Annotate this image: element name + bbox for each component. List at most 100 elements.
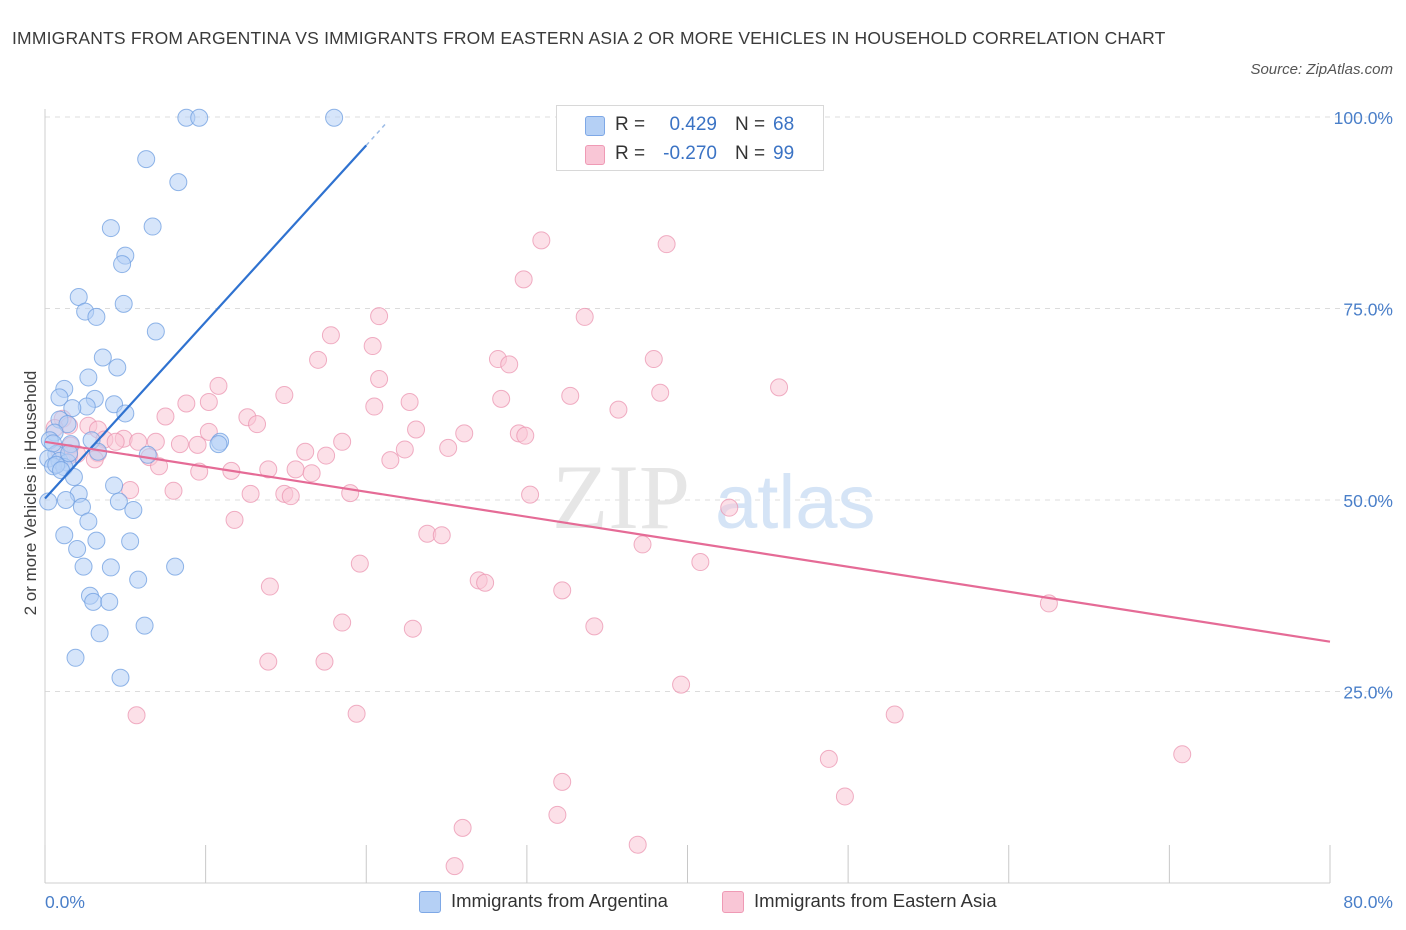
point-argentina [113,255,132,274]
stats-swatch-eastern-asia [585,145,605,165]
point-argentina [105,476,124,495]
point-eastern-asia [106,432,125,451]
point-eastern-asia [146,432,165,451]
chart-title: IMMIGRANTS FROM ARGENTINA VS IMMIGRANTS … [12,28,1166,48]
source-label: Source: ZipAtlas.com [1250,61,1393,78]
series-argentina-points [39,108,344,687]
point-argentina [143,217,162,236]
point-argentina [93,348,112,367]
point-argentina [108,358,127,377]
point-eastern-asia [241,484,260,503]
stats-swatch-argentina [585,116,605,136]
point-argentina [114,294,133,313]
legend-item-eastern-asia[interactable]: Immigrants from Eastern Asia [722,888,1042,916]
point-argentina [58,415,77,434]
point-eastern-asia [407,420,426,439]
legend-item-argentina[interactable]: Immigrants from Argentina [419,888,709,916]
point-eastern-asia [381,451,400,470]
point-argentina [325,108,344,127]
point-eastern-asia [333,432,352,451]
x-tick-label: 80.0% [1343,892,1393,912]
point-argentina [74,557,93,576]
point-eastern-asia [548,805,567,824]
point-eastern-asia [129,432,148,451]
point-argentina [64,468,83,487]
stats-r-value: 0.429 [669,114,717,135]
point-eastern-asia [225,510,244,529]
point-argentina [84,592,103,611]
y-tick-label: 75.0% [1343,300,1393,320]
point-eastern-asia [770,378,789,397]
point-eastern-asia [350,554,369,573]
point-argentina [55,526,74,545]
point-argentina [166,557,185,576]
point-eastern-asia [432,526,451,545]
point-eastern-asia [209,376,228,395]
point-eastern-asia [561,386,580,405]
trendline-argentina [44,144,368,500]
point-eastern-asia [609,400,628,419]
point-eastern-asia [644,350,663,369]
point-eastern-asia [521,485,540,504]
legend-label-argentina: Immigrants from Argentina [451,890,668,911]
point-eastern-asia [164,481,183,500]
point-eastern-asia [628,835,647,854]
point-eastern-asia [672,675,691,694]
point-eastern-asia [370,369,389,388]
point-eastern-asia [400,392,419,411]
point-eastern-asia [633,535,652,554]
point-eastern-asia [333,613,352,632]
point-eastern-asia [347,704,366,723]
point-argentina [101,219,120,238]
stats-row-eastern-asia: R = -0.270 N = 99 [557,139,823,169]
point-eastern-asia [275,386,294,405]
point-eastern-asia [127,706,146,725]
point-eastern-asia [281,487,300,506]
chart-legend: Immigrants from Argentina Immigrants fro… [0,888,1406,918]
y-tick-label: 100.0% [1334,108,1393,128]
point-eastern-asia [835,787,854,806]
point-argentina [190,108,209,127]
point-eastern-asia [455,424,474,443]
legend-label-eastern-asia: Immigrants from Eastern Asia [754,890,997,911]
trendline-argentina-extension [365,123,387,146]
point-eastern-asia [657,235,676,254]
point-eastern-asia [315,652,334,671]
legend-swatch-argentina [419,891,441,913]
point-argentina [68,540,87,559]
point-argentina [121,532,140,551]
point-eastern-asia [651,383,670,402]
point-eastern-asia [302,464,321,483]
point-argentina [87,307,106,326]
point-eastern-asia [553,581,572,600]
stats-legend-box: R = 0.429 N = 68 R = -0.270 N = 99 [556,105,824,171]
point-eastern-asia [363,337,382,356]
point-eastern-asia [370,307,389,326]
y-tick-label: 50.0% [1343,491,1393,511]
y-axis-label: 2 or more Vehicles in Household [21,371,40,616]
point-argentina [129,570,148,589]
stats-n-value: 68 [773,114,795,135]
point-argentina [209,435,228,454]
point-argentina [116,404,135,423]
point-eastern-asia [445,857,464,876]
point-eastern-asia [296,442,315,461]
point-argentina [50,388,69,407]
point-argentina [137,150,156,169]
point-argentina [100,592,119,611]
stats-n-value: 99 [773,143,795,164]
point-argentina [39,492,58,511]
stats-r-value: -0.270 [663,143,717,164]
stats-n-label: N = [735,114,766,135]
stats-r-label: R = [615,114,646,135]
point-eastern-asia [439,438,458,457]
y-tick-label: 25.0% [1343,683,1393,703]
point-eastern-asia [575,307,594,326]
stats-r-label: R = [615,143,646,164]
point-eastern-asia [819,749,838,768]
point-eastern-asia [150,457,169,476]
stats-n-label: N = [735,143,766,164]
point-eastern-asia [365,397,384,416]
x-tick-label: 0.0% [45,892,85,912]
point-eastern-asia [170,435,189,454]
